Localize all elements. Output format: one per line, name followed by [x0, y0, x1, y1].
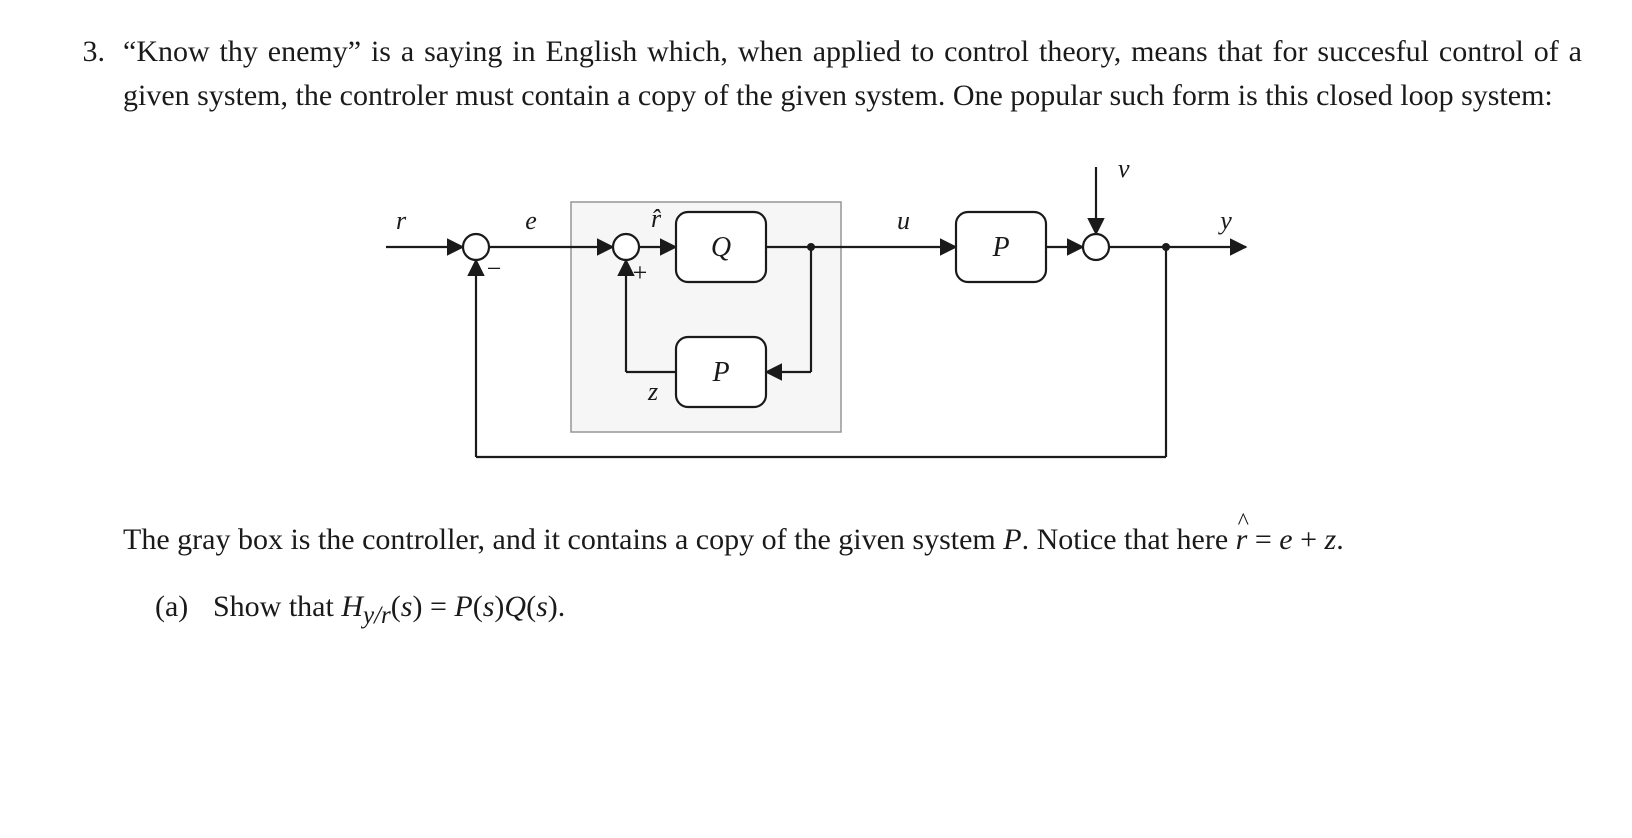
svg-text:u: u	[897, 206, 910, 235]
svg-text:+: +	[633, 258, 648, 287]
subitem-a: (a) Show that Hy/r(s) = P(s)Q(s).	[155, 590, 1582, 630]
svg-text:z: z	[647, 377, 658, 406]
subitem-label: (a)	[155, 590, 213, 630]
svg-text:e: e	[525, 206, 537, 235]
block-diagram: r e r̂ Qu Pv y − Pz +	[366, 147, 1266, 497]
svg-text:r: r	[396, 206, 407, 235]
problem-text: “Know thy enemy” is a saying in English …	[123, 30, 1582, 117]
after-diagram-text: The gray box is the controller, and it c…	[123, 517, 1582, 562]
subitem-text: Show that Hy/r(s) = P(s)Q(s).	[213, 590, 565, 630]
svg-text:y: y	[1217, 206, 1232, 235]
svg-text:P: P	[711, 357, 729, 388]
svg-text:−: −	[487, 254, 502, 283]
problem-number: 3.	[50, 30, 123, 74]
svg-text:r̂: r̂	[651, 204, 662, 233]
page: 3. “Know thy enemy” is a saying in Engli…	[0, 0, 1632, 838]
problem-paragraph: 3. “Know thy enemy” is a saying in Engli…	[50, 30, 1582, 117]
svg-text:v: v	[1118, 154, 1130, 183]
svg-text:P: P	[991, 232, 1009, 263]
svg-text:Q: Q	[711, 232, 731, 263]
block-diagram-wrap: r e r̂ Qu Pv y − Pz +	[50, 147, 1582, 497]
